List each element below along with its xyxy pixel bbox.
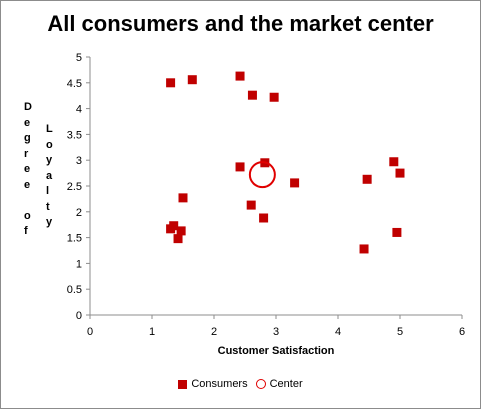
consumer-point	[247, 90, 257, 100]
y-tick-label: 5	[76, 52, 82, 64]
legend-label-center: Center	[269, 378, 303, 390]
consumer-point	[395, 168, 405, 178]
y-tick-label: 0	[76, 310, 82, 322]
consumer-point	[187, 75, 197, 85]
consumer-point	[178, 193, 188, 203]
y-tick-label: 3	[76, 155, 82, 167]
y-axis-label-letter: D	[24, 101, 32, 113]
y-tick-label: 1.5	[67, 233, 82, 245]
y-axis-label-letter: f	[24, 225, 28, 237]
x-tick-label: 3	[273, 326, 279, 338]
y-axis-label-letter: y	[46, 154, 53, 166]
y-axis-label-letter: e	[24, 163, 31, 175]
x-tick-label: 5	[397, 326, 403, 338]
square-marker-icon	[178, 379, 188, 389]
x-tick-label: 0	[87, 326, 93, 338]
y-axis-label-letter: g	[24, 132, 31, 144]
y-axis-label-letter: L	[46, 123, 53, 135]
y-tick-label: 3.5	[67, 129, 82, 141]
consumer-point	[290, 178, 300, 188]
consumer-point	[362, 174, 372, 184]
legend-label-consumers: Consumers	[191, 378, 248, 390]
y-tick-label: 2.5	[67, 181, 82, 193]
y-tick-label: 0.5	[67, 284, 82, 296]
consumer-point	[173, 234, 183, 244]
y-tick-label: 1	[76, 258, 82, 270]
consumer-point	[392, 227, 402, 237]
y-tick-label: 4.5	[67, 78, 82, 90]
y-axis-label-letter: t	[46, 200, 50, 213]
y-tick-label: 2	[76, 207, 82, 219]
y-tick-label: 4	[76, 104, 82, 116]
y-axis-label-letter: y	[46, 216, 53, 228]
consumer-point	[246, 200, 256, 210]
consumer-point	[389, 157, 399, 167]
circle-marker-icon	[255, 379, 266, 389]
legend-item-consumers: Consumers	[178, 378, 248, 390]
y-axis-label-letter: o	[24, 209, 31, 222]
y-axis-label-letter: l	[46, 185, 50, 197]
consumer-point	[359, 244, 369, 254]
consumer-point	[269, 92, 279, 102]
legend-item-center: Center	[255, 378, 303, 390]
y-axis-label-letter: e	[24, 178, 31, 191]
legend: Consumers Center	[1, 378, 480, 390]
consumer-point	[235, 162, 245, 172]
x-tick-label: 6	[459, 326, 465, 338]
y-axis-label-letter: e	[24, 116, 31, 129]
consumer-point	[235, 71, 245, 81]
x-axis-label: Customer Satisfaction	[217, 345, 335, 357]
consumer-point	[166, 78, 176, 88]
y-axis-label-letter: a	[46, 169, 53, 182]
x-tick-label: 2	[211, 326, 217, 338]
x-tick-label: 4	[335, 326, 341, 338]
x-tick-label: 1	[149, 326, 155, 338]
chart-title: All consumers and the market center	[47, 11, 434, 36]
y-axis-label-letter: r	[24, 147, 29, 160]
consumer-point	[176, 226, 186, 236]
consumer-point	[166, 224, 176, 234]
center-point	[248, 161, 276, 189]
y-axis-label-letter: o	[46, 138, 53, 151]
consumer-point	[259, 213, 269, 223]
